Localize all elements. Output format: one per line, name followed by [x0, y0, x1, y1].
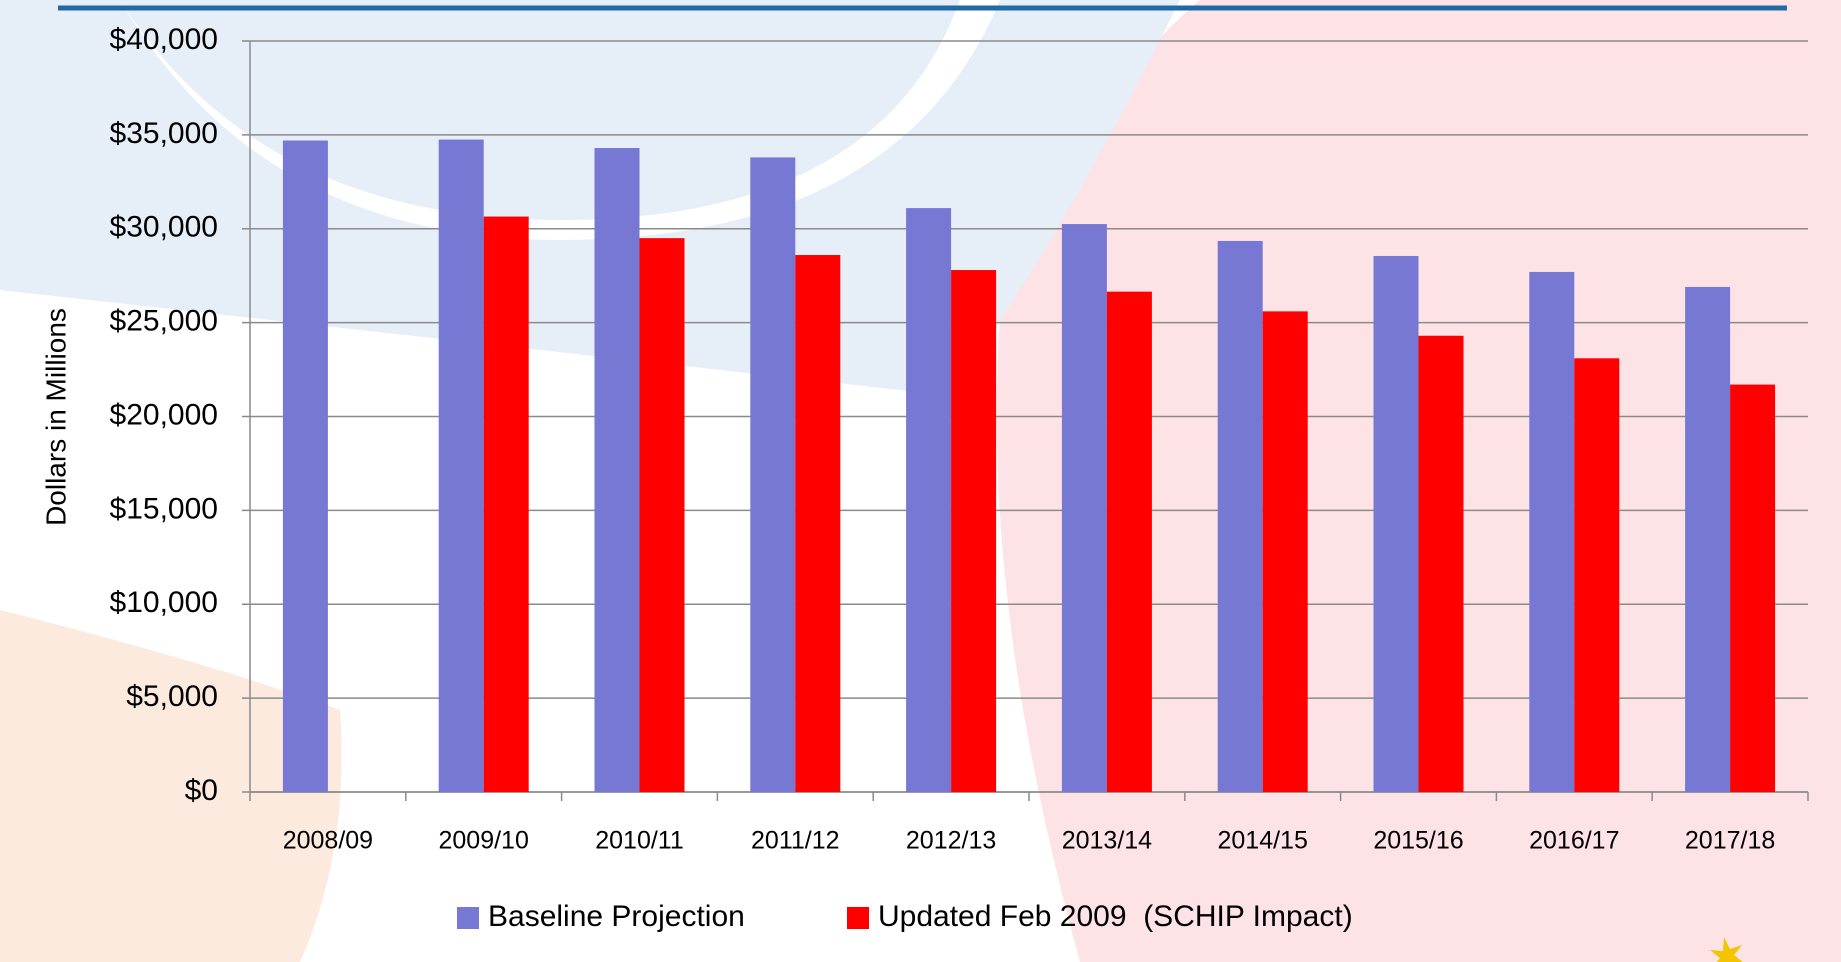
- bar: [1373, 255, 1419, 792]
- bar: [795, 255, 841, 792]
- legend-swatch: [847, 907, 869, 929]
- bar: [594, 148, 640, 792]
- bar: [1685, 286, 1731, 792]
- bar: [951, 270, 997, 792]
- y-tick-label: $35,000: [110, 117, 218, 150]
- bar: [1061, 224, 1107, 792]
- legend-swatch: [457, 907, 479, 929]
- bar: [1418, 335, 1464, 792]
- bar: [282, 140, 328, 792]
- bar: [483, 216, 529, 792]
- y-tick-label: $30,000: [110, 211, 218, 244]
- bar: [1217, 240, 1263, 793]
- x-tick-label: 2014/15: [1218, 827, 1308, 855]
- y-tick-label: $0: [185, 774, 218, 807]
- bar: [906, 208, 952, 792]
- bar: [1106, 291, 1152, 792]
- bar: [1529, 271, 1575, 792]
- bar: [639, 238, 685, 792]
- y-tick-label: $40,000: [110, 23, 218, 56]
- x-tick-label: 2009/10: [439, 827, 529, 855]
- x-tick-label: 2016/17: [1529, 827, 1619, 855]
- bar: [1730, 384, 1776, 792]
- x-tick-label: 2012/13: [906, 827, 996, 855]
- x-tick-label: 2017/18: [1685, 827, 1775, 855]
- x-tick-label: 2010/11: [595, 827, 684, 855]
- y-tick-label: $20,000: [110, 398, 218, 431]
- bar: [438, 139, 484, 793]
- bar: [1574, 358, 1620, 792]
- x-tick-label: 2013/14: [1062, 827, 1152, 855]
- legend-label: Updated Feb 2009 (SCHIP Impact): [878, 900, 1353, 933]
- y-tick-label: $15,000: [110, 492, 218, 525]
- bar: [750, 157, 796, 792]
- y-axis-title: Dollars in Millions: [40, 308, 71, 526]
- x-tick-label: 2015/16: [1373, 827, 1463, 855]
- legend-label: Baseline Projection: [488, 900, 745, 933]
- y-tick-label: $5,000: [126, 680, 218, 713]
- x-tick-label: 2008/09: [283, 827, 373, 855]
- x-tick-label: 2011/12: [751, 827, 840, 855]
- y-tick-label: $25,000: [110, 305, 218, 338]
- y-tick-label: $10,000: [110, 586, 218, 619]
- bar: [1262, 311, 1308, 792]
